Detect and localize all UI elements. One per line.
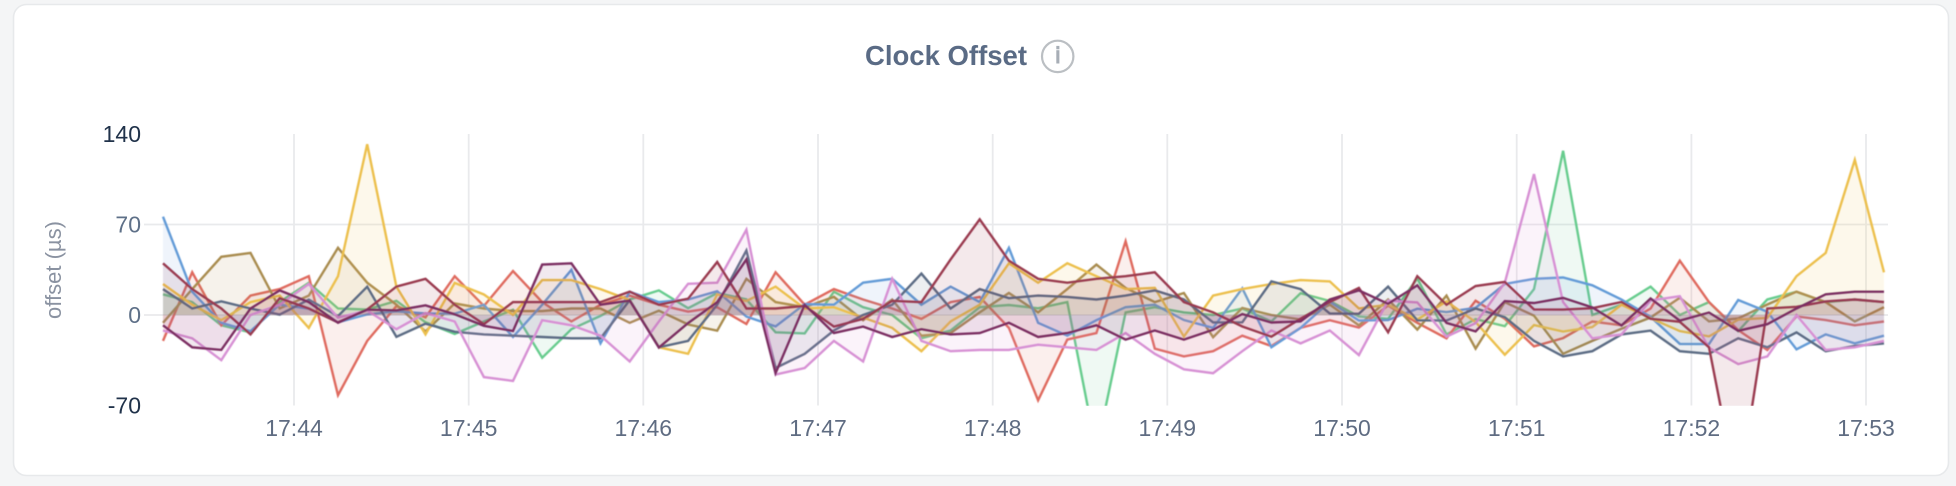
svg-text:140: 140 [103, 121, 141, 147]
svg-text:17:53: 17:53 [1837, 415, 1895, 441]
svg-text:17:46: 17:46 [615, 415, 673, 441]
svg-text:17:47: 17:47 [789, 415, 847, 441]
svg-text:offset (µs): offset (µs) [41, 221, 66, 319]
svg-text:17:50: 17:50 [1313, 415, 1371, 441]
svg-text:17:51: 17:51 [1488, 415, 1546, 441]
svg-text:17:52: 17:52 [1663, 415, 1721, 441]
svg-text:-70: -70 [108, 393, 141, 419]
svg-text:17:44: 17:44 [265, 415, 323, 441]
svg-text:Clock Offset: Clock Offset [865, 40, 1027, 71]
svg-text:0: 0 [128, 302, 141, 328]
svg-text:17:48: 17:48 [964, 415, 1022, 441]
svg-text:17:45: 17:45 [440, 415, 498, 441]
svg-text:70: 70 [115, 212, 141, 238]
svg-text:17:49: 17:49 [1139, 415, 1197, 441]
